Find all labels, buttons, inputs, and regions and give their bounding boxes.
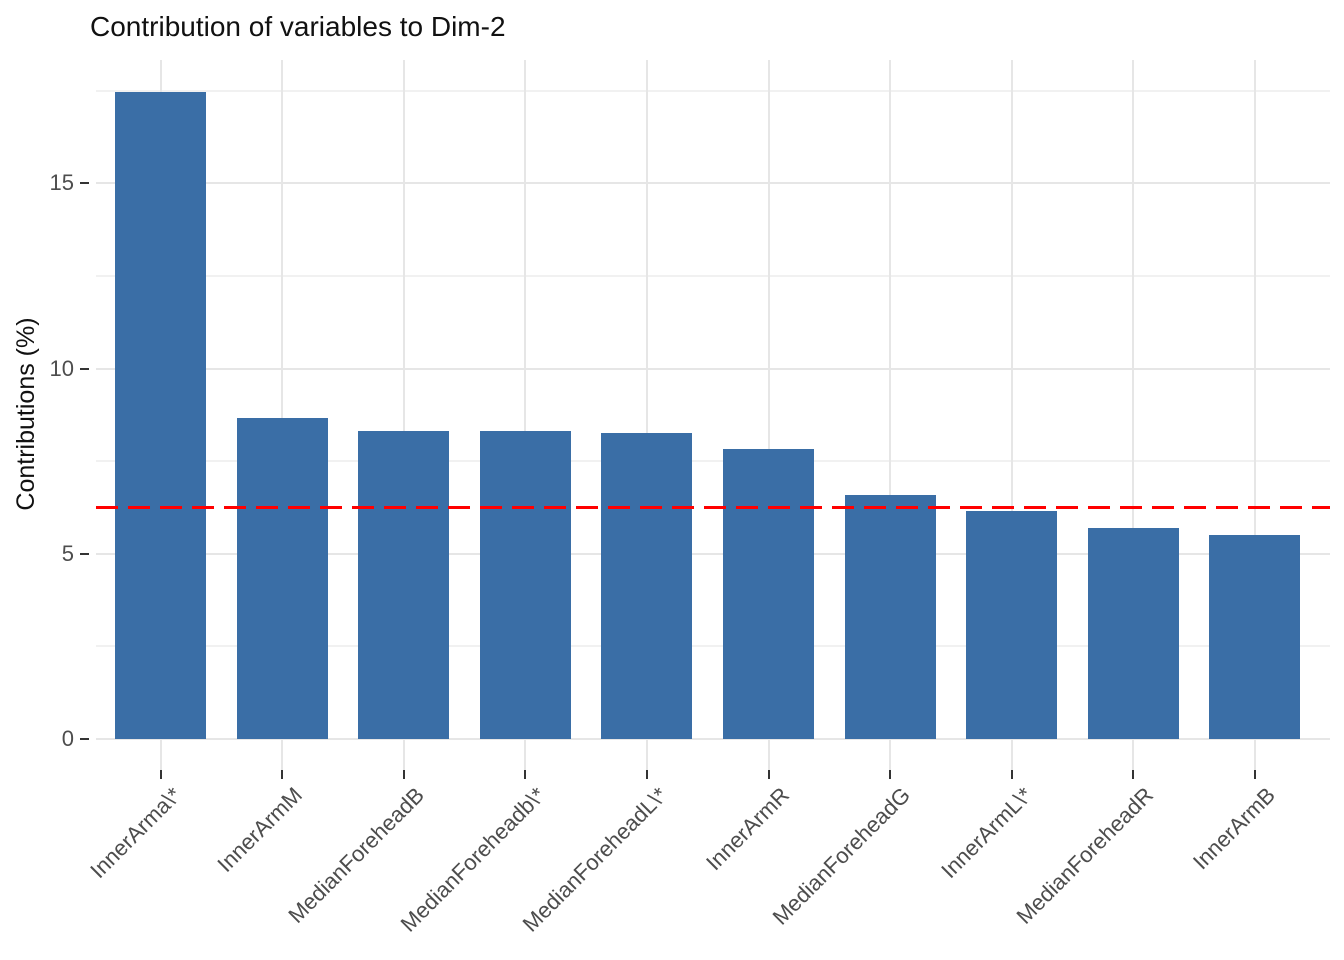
y-tick-label: 0 <box>61 726 74 751</box>
grid-major-x <box>402 60 405 770</box>
grid-major-x <box>1132 60 1135 770</box>
x-tick-mark <box>402 770 405 779</box>
x-tick-mark <box>889 770 892 779</box>
reference-line <box>96 505 1330 509</box>
y-tick-label: 10 <box>49 355 74 381</box>
grid-minor-y <box>96 460 1330 463</box>
y-tick-mark <box>80 182 89 185</box>
grid-minor-y <box>96 274 1330 277</box>
y-tick-mark <box>80 738 89 740</box>
bar <box>236 417 328 739</box>
chart-title: Contribution of variables to Dim-2 <box>90 11 506 42</box>
bar <box>844 495 936 739</box>
bar <box>601 432 693 739</box>
bar <box>1087 527 1179 739</box>
y-tick-mark <box>80 552 89 555</box>
y-tick-mark <box>80 367 89 370</box>
grid-major-y <box>96 182 1330 185</box>
x-tick-mark <box>767 770 770 779</box>
y-tick-label: 5 <box>61 540 74 566</box>
grid-major-x <box>767 60 770 770</box>
plot-panel <box>96 60 1330 770</box>
bar <box>966 511 1058 739</box>
bar <box>115 92 206 739</box>
grid-major-x <box>524 60 527 770</box>
grid-major-x <box>1253 60 1256 770</box>
x-tick-mark <box>524 770 527 779</box>
grid-major-x <box>281 60 284 770</box>
grid-major-x <box>1010 60 1013 770</box>
y-tick-label: 15 <box>49 170 74 196</box>
bar <box>358 430 450 739</box>
x-tick-mark <box>645 770 648 779</box>
grid-major-y <box>96 367 1330 370</box>
grid-minor-y <box>96 645 1330 648</box>
bar <box>479 431 571 739</box>
x-tick-mark <box>1132 770 1135 779</box>
grid-minor-y <box>96 89 1330 92</box>
bar <box>1209 535 1301 739</box>
grid-major-x <box>889 60 892 770</box>
y-axis-title: Contributions (%) <box>12 317 40 511</box>
grid-major-x <box>645 60 648 770</box>
grid-major-y <box>96 552 1330 555</box>
x-tick-mark <box>1253 770 1256 779</box>
x-tick-mark <box>1010 770 1013 779</box>
x-tick-mark <box>159 770 162 779</box>
x-tick-mark <box>281 770 284 779</box>
grid-major-y <box>96 738 1330 740</box>
bar <box>723 449 814 739</box>
